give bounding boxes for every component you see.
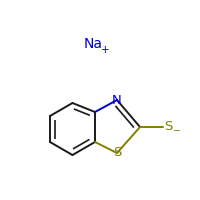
Text: Na: Na: [84, 37, 102, 51]
Text: N: N: [112, 94, 122, 106]
Text: +: +: [101, 45, 109, 55]
Text: S: S: [164, 119, 172, 132]
Text: S: S: [113, 146, 121, 160]
Text: −: −: [173, 126, 181, 136]
